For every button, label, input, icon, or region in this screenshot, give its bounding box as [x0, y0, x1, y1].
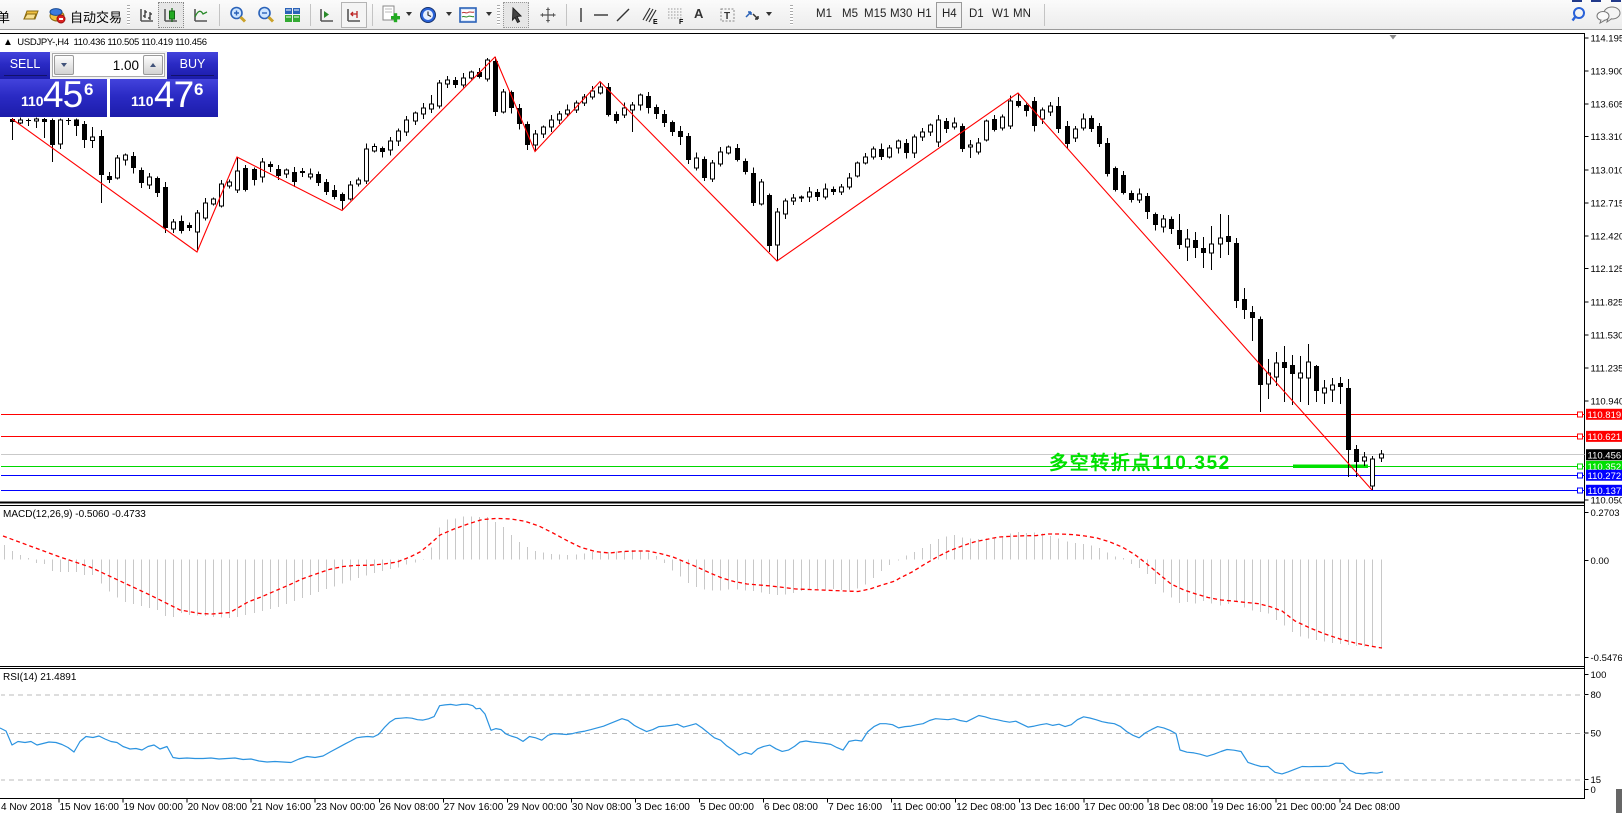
svg-text:50: 50: [1591, 729, 1602, 740]
svg-text:T: T: [724, 11, 730, 22]
svg-text:23 Nov 00:00: 23 Nov 00:00: [316, 802, 376, 813]
svg-text:4 Nov 2018: 4 Nov 2018: [1, 802, 53, 813]
svg-text:19 Dec 16:00: 19 Dec 16:00: [1212, 802, 1272, 813]
svg-text:114.195: 114.195: [1591, 33, 1622, 44]
svg-text:26 Nov 08:00: 26 Nov 08:00: [380, 802, 440, 813]
svg-text:3 Dec 16:00: 3 Dec 16:00: [636, 802, 690, 813]
svg-text:112.125: 112.125: [1591, 264, 1622, 275]
svg-text:24 Dec 08:00: 24 Dec 08:00: [1341, 802, 1401, 813]
svg-text:113.010: 113.010: [1591, 166, 1622, 177]
svg-text:RSI(14) 21.4891: RSI(14) 21.4891: [3, 672, 77, 683]
svg-text:13 Dec 16:00: 13 Dec 16:00: [1020, 802, 1080, 813]
svg-text:20 Nov 08:00: 20 Nov 08:00: [188, 802, 248, 813]
svg-text:15: 15: [1591, 775, 1602, 786]
svg-text:110.456: 110.456: [1588, 451, 1622, 462]
svg-text:12 Dec 08:00: 12 Dec 08:00: [956, 802, 1016, 813]
svg-text:111.235: 111.235: [1591, 363, 1622, 374]
svg-text:113.900: 113.900: [1591, 66, 1622, 77]
svg-text:113.310: 113.310: [1591, 132, 1622, 143]
svg-text:112.420: 112.420: [1591, 231, 1622, 242]
svg-text:110.050: 110.050: [1591, 496, 1622, 507]
svg-text:110.272: 110.272: [1588, 471, 1622, 482]
svg-text:19 Nov 00:00: 19 Nov 00:00: [124, 802, 184, 813]
svg-text:18 Dec 08:00: 18 Dec 08:00: [1148, 802, 1208, 813]
svg-text:5 Dec 00:00: 5 Dec 00:00: [700, 802, 754, 813]
svg-text:0.00: 0.00: [1591, 556, 1610, 567]
svg-text:27 Nov 16:00: 27 Nov 16:00: [444, 802, 504, 813]
svg-text:80: 80: [1591, 690, 1602, 701]
svg-text:6 Dec 08:00: 6 Dec 08:00: [764, 802, 818, 813]
svg-text:7 Dec 16:00: 7 Dec 16:00: [828, 802, 882, 813]
svg-text:15 Nov 16:00: 15 Nov 16:00: [60, 802, 120, 813]
svg-text:多空转折点110.352: 多空转折点110.352: [1049, 451, 1231, 474]
svg-text:112.715: 112.715: [1591, 198, 1622, 209]
svg-text:17 Dec 00:00: 17 Dec 00:00: [1084, 802, 1144, 813]
svg-text:30 Nov 08:00: 30 Nov 08:00: [572, 802, 632, 813]
svg-text:11 Dec 00:00: 11 Dec 00:00: [892, 802, 951, 813]
svg-text:110.940: 110.940: [1591, 396, 1622, 407]
svg-text:110.137: 110.137: [1588, 486, 1622, 497]
svg-text:113.605: 113.605: [1591, 99, 1622, 110]
svg-text:110.819: 110.819: [1588, 410, 1622, 421]
svg-text:29 Nov 00:00: 29 Nov 00:00: [508, 802, 568, 813]
svg-text:E: E: [653, 19, 658, 26]
svg-text:111.530: 111.530: [1591, 331, 1622, 342]
svg-text:0.2703: 0.2703: [1591, 508, 1620, 519]
svg-text:0: 0: [1591, 785, 1596, 796]
svg-text:F: F: [679, 19, 684, 26]
svg-text:110.621: 110.621: [1588, 432, 1622, 443]
svg-text:MACD(12,26,9) -0.5060 -0.4733: MACD(12,26,9) -0.5060 -0.4733: [3, 509, 146, 520]
svg-text:21 Dec 00:00: 21 Dec 00:00: [1277, 802, 1337, 813]
svg-text:21 Nov 16:00: 21 Nov 16:00: [252, 802, 312, 813]
svg-text:100: 100: [1591, 670, 1607, 681]
svg-text:111.825: 111.825: [1591, 298, 1622, 309]
svg-text:-0.5476: -0.5476: [1591, 653, 1622, 664]
svg-text:110.352: 110.352: [1588, 462, 1622, 473]
